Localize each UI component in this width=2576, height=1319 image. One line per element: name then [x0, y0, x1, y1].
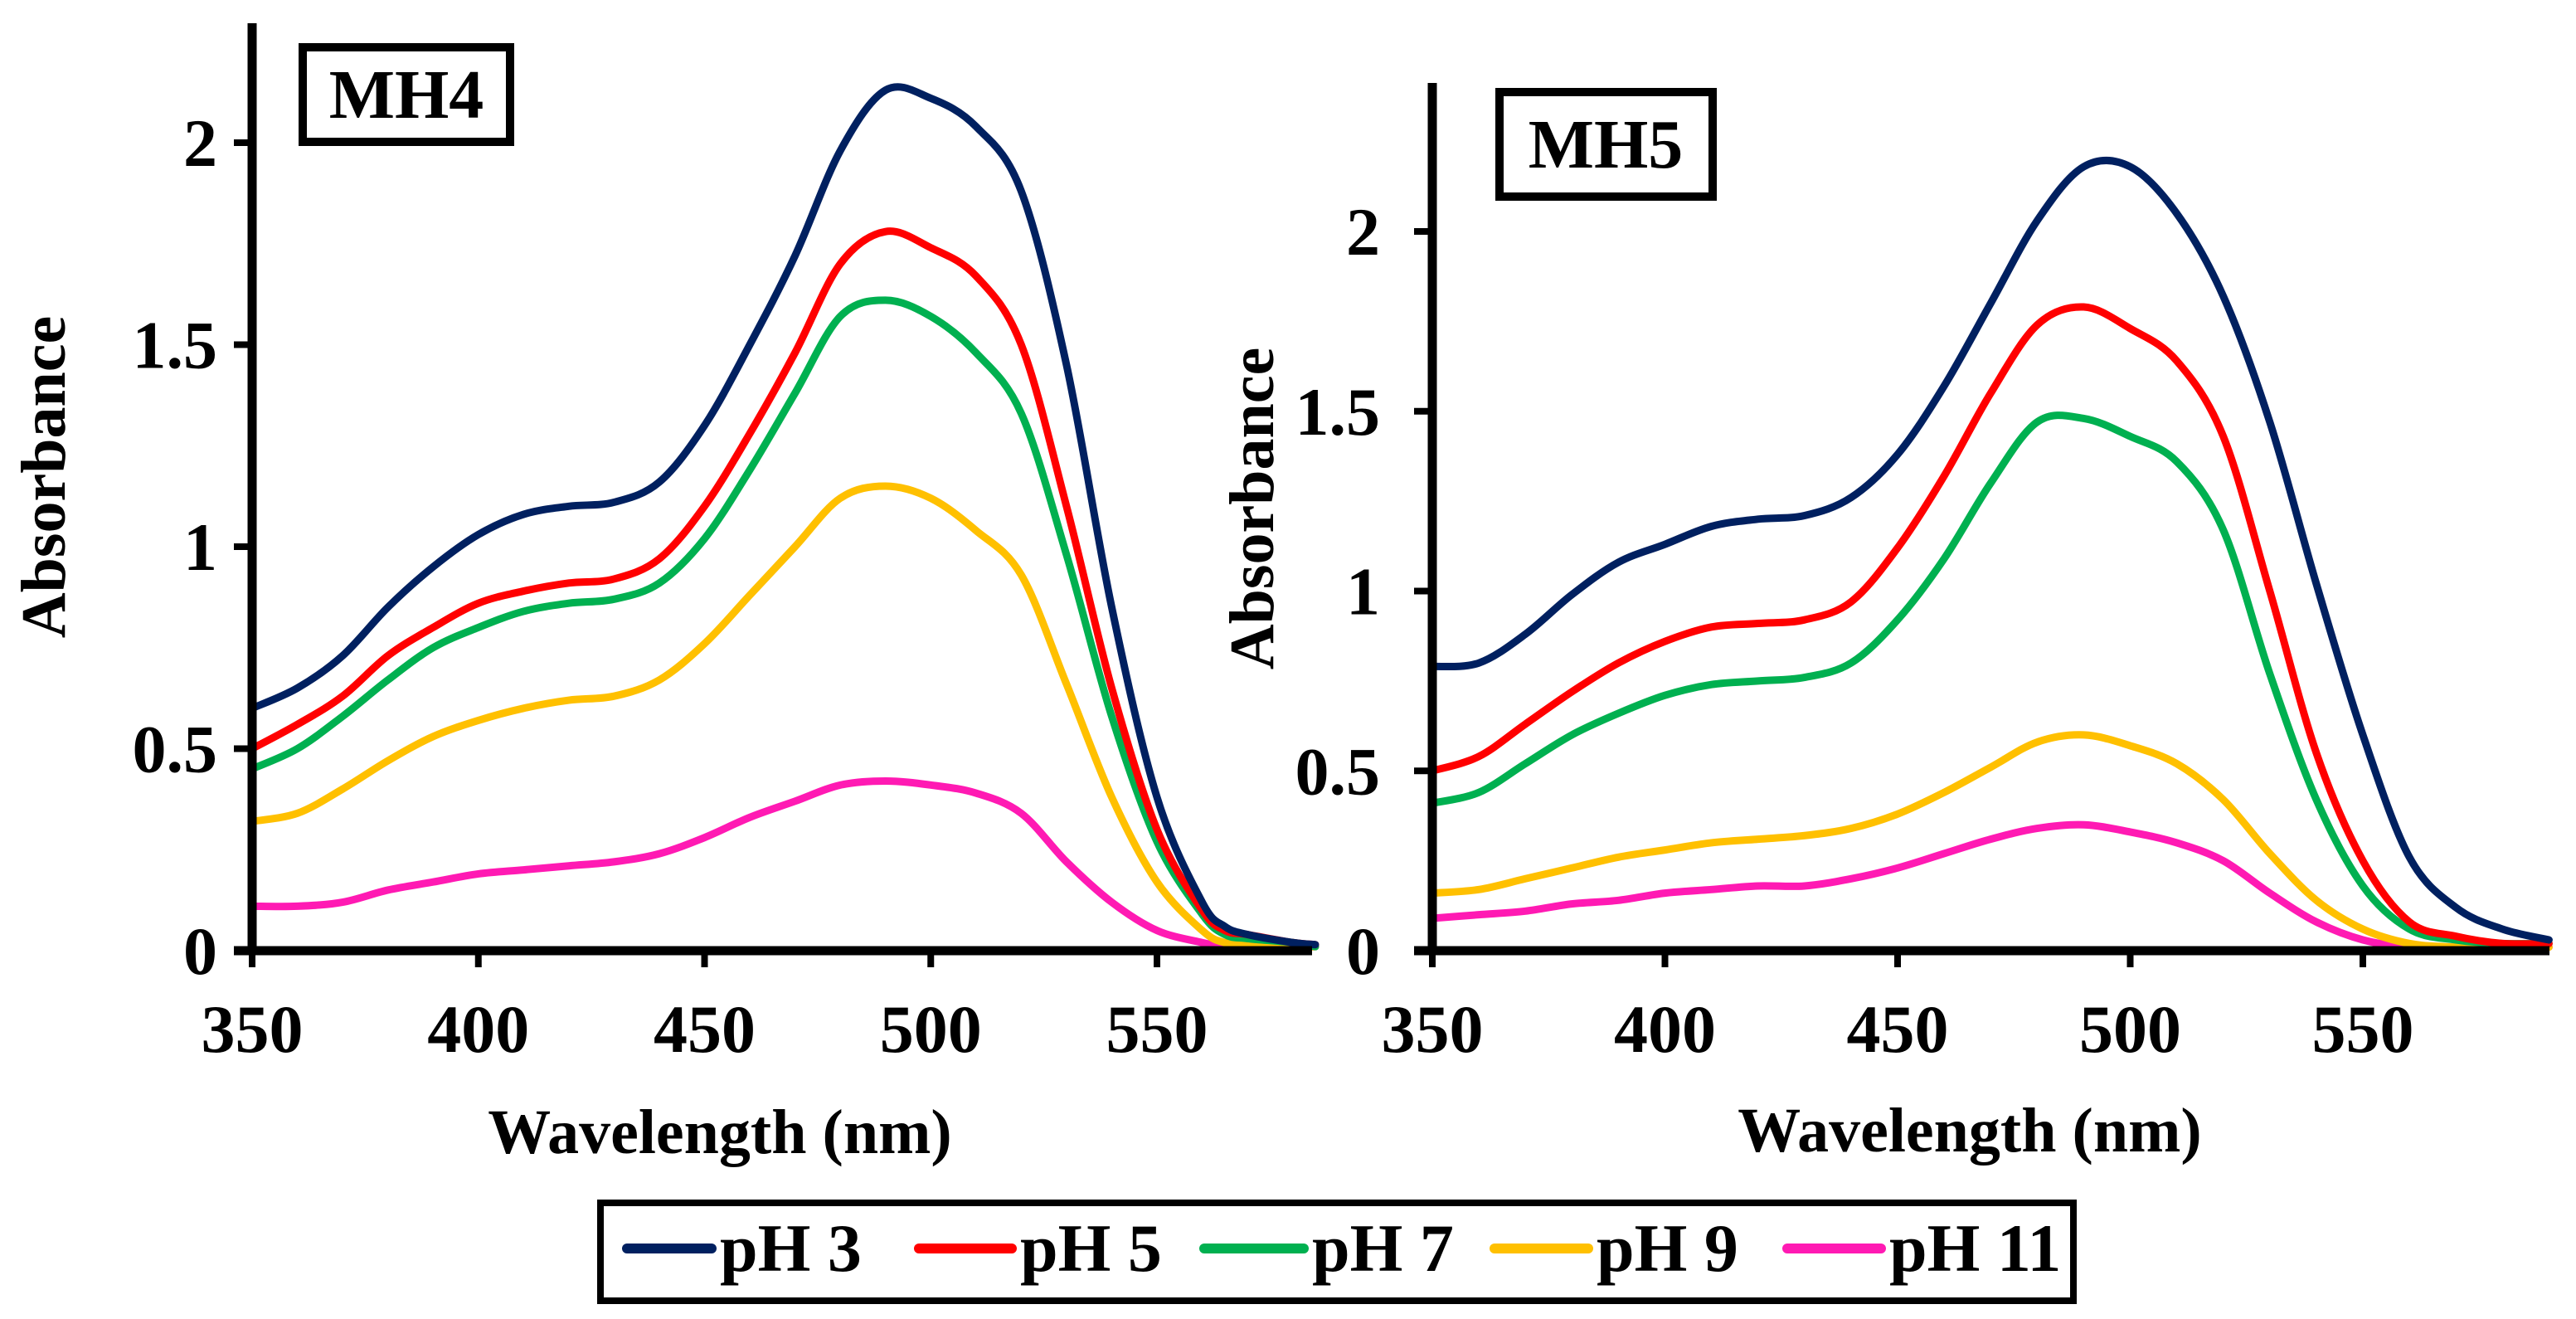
- legend-label: pH 3: [720, 1210, 862, 1286]
- series-line-ph-11: [248, 776, 1320, 951]
- series-line-ph-5: [1428, 303, 2553, 948]
- series-line-ph-9: [1428, 731, 2553, 952]
- x-tick-label: 500: [2079, 991, 2181, 1067]
- y-tick-label: 1: [1346, 554, 1380, 630]
- y-tick-label: 0: [1346, 913, 1380, 989]
- chart-mh5: MH5 Absorbance Wavelength (nm) 0 0.5 1 1.5 2…: [1218, 83, 2553, 1166]
- y-tick-label: 0.5: [1295, 733, 1381, 809]
- x-tick-label: 350: [202, 991, 304, 1067]
- y-tick-label: 1.5: [1295, 374, 1381, 450]
- panel-label-box: [1495, 88, 1717, 201]
- series-line-ph-5: [248, 227, 1320, 949]
- y-axis-title: Absorbance: [9, 316, 79, 638]
- y-tick-label: 0.5: [133, 712, 218, 787]
- y-tick-label: 1: [183, 509, 217, 585]
- x-tick-label: 550: [2312, 991, 2414, 1067]
- y-axis-title: Absorbance: [1218, 348, 1287, 669]
- legend: pH 3 pH 5 pH 7 pH 9 pH 11: [597, 1200, 2077, 1304]
- series-line-ph-7: [248, 296, 1320, 951]
- x-tick-label: 400: [427, 991, 529, 1067]
- legend-label: pH 11: [1889, 1210, 2061, 1286]
- panel-label: MH5: [1529, 106, 1684, 183]
- x-axis-title: Wavelength (nm): [488, 1098, 951, 1167]
- series-line-ph-11: [1428, 820, 2553, 952]
- panel-label-box: [299, 43, 514, 146]
- legend-label: pH 9: [1597, 1210, 1738, 1286]
- legend-label: pH 5: [1020, 1210, 1162, 1286]
- legend-item-ph-7: pH 7: [1199, 1210, 1454, 1286]
- legend-item-ph-3: pH 3: [622, 1210, 862, 1286]
- panel-label: MH4: [329, 56, 484, 134]
- series-line-ph-3: [1428, 156, 2553, 944]
- legend-item-ph-11: pH 11: [1782, 1210, 2061, 1286]
- x-tick-label: 500: [880, 991, 982, 1067]
- x-tick-label: 350: [1382, 991, 1484, 1067]
- x-tick-label: 450: [1847, 991, 1949, 1067]
- x-tick-label: 550: [1106, 991, 1208, 1067]
- x-tick-label: 400: [1614, 991, 1716, 1067]
- y-tick-label: 0: [183, 913, 217, 989]
- x-tick-label: 450: [654, 991, 756, 1067]
- x-axis-title: Wavelength (nm): [1738, 1096, 2201, 1166]
- series-line-ph-9: [248, 482, 1320, 951]
- legend-item-ph-5: pH 5: [914, 1210, 1162, 1286]
- y-tick-label: 2: [1346, 194, 1380, 270]
- series-line-ph-7: [1428, 411, 2553, 948]
- series-line-ph-3: [248, 83, 1320, 949]
- legend-item-ph-9: pH 9: [1490, 1210, 1738, 1286]
- y-tick-label: 1.5: [133, 308, 218, 383]
- chart-mh4: MH4 Absorbance Wavelength (nm) 0 0.5 1 1.5 2…: [9, 23, 1320, 1167]
- y-tick-label: 2: [183, 105, 217, 181]
- legend-label: pH 7: [1312, 1210, 1454, 1286]
